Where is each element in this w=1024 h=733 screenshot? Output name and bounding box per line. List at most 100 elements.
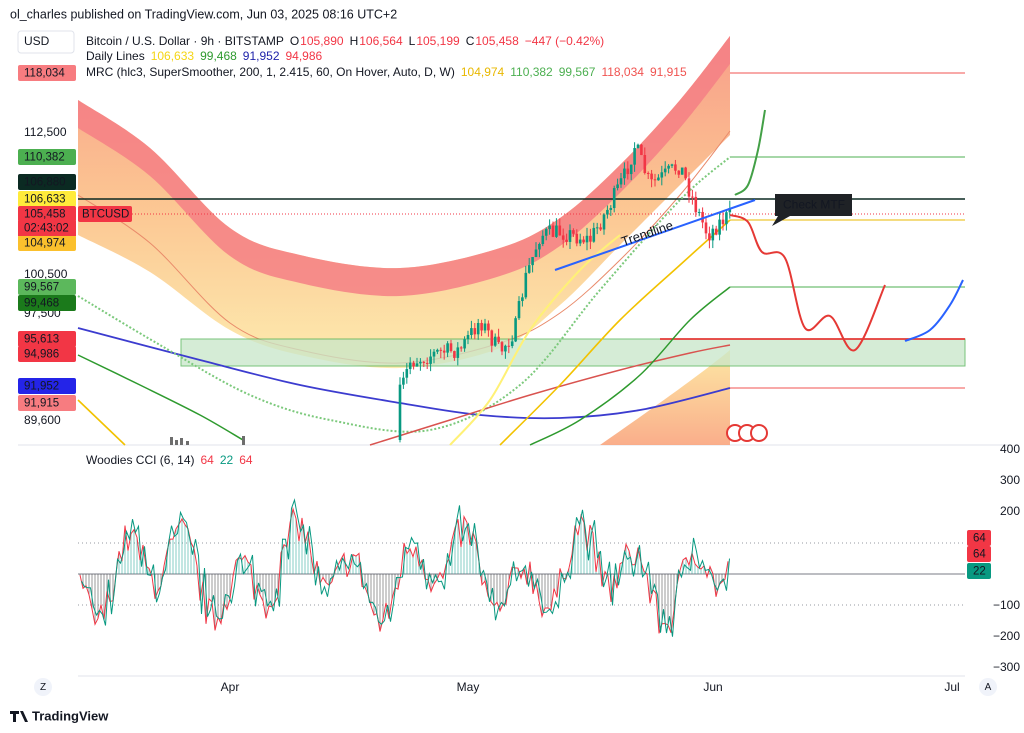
currency[interactable]: USD (24, 34, 50, 48)
price-badge (18, 149, 76, 165)
candle-body (531, 257, 534, 266)
scale-button[interactable]: A (985, 682, 992, 693)
price-badge-label: 91,952 (24, 381, 59, 393)
ma-green-step-left (77, 354, 244, 441)
candle-body (612, 188, 616, 209)
candle-body (541, 235, 545, 245)
price-badge (18, 331, 76, 347)
candle-body (582, 239, 585, 243)
candle-body (480, 322, 483, 331)
volume-bar (175, 440, 178, 445)
price-badge (18, 279, 76, 295)
cci-title: Woodies CCI (6, 14) (86, 453, 195, 467)
candle-body (585, 235, 589, 243)
volume-bar (186, 441, 189, 445)
candle-body (670, 164, 674, 166)
candle-body (439, 349, 443, 351)
legend-item: 94,986 (286, 49, 323, 63)
candle-body (548, 225, 551, 230)
legend-line: Daily Lines 106,633 99,468 91,952 94,986 (86, 49, 323, 63)
candle-body (646, 173, 650, 175)
candle-body (476, 322, 480, 335)
candle-body (398, 384, 402, 440)
candle-body (572, 230, 575, 234)
candle-body (538, 244, 541, 250)
candle-body (619, 178, 623, 185)
candle-body (453, 351, 456, 358)
callout-label: Check MTF (783, 198, 845, 212)
candle-body (565, 239, 568, 242)
candle-body (429, 356, 432, 364)
ma-yellow-left (77, 399, 126, 446)
cci-scale-label: −300 (993, 660, 1020, 674)
price-badge-label: 95,613 (24, 334, 59, 346)
candle-body (725, 212, 728, 225)
symbol-tag-label: BTCUSD (82, 209, 129, 221)
scale-button[interactable]: Z (40, 682, 46, 693)
candle-body (419, 361, 422, 364)
candle-body (490, 330, 494, 346)
price-badge-label: 104,974 (24, 238, 66, 250)
cci-value: 64 (239, 453, 253, 467)
candle-body (510, 341, 514, 347)
candle-body (405, 369, 409, 378)
ma-yellow (499, 219, 731, 446)
candle-body (721, 219, 725, 225)
legend-item: 110,382 (510, 65, 553, 79)
candle-body (527, 265, 531, 273)
projection-green (734, 109, 766, 196)
cci-badge (967, 546, 991, 562)
price-badge-label: 106,880 (24, 177, 66, 189)
candle-body (456, 347, 460, 358)
candle-body (616, 184, 619, 189)
candle-body (473, 328, 477, 335)
candle-body (687, 178, 691, 197)
candle-body (592, 227, 596, 242)
price-scale-label: 100,500 (24, 267, 68, 281)
candle-body (412, 362, 415, 367)
legend-item: 91,952 (243, 49, 280, 63)
candle-body (575, 233, 579, 244)
scale-button-bg[interactable] (34, 678, 52, 696)
chart-drawing (77, 36, 966, 637)
candle-body (425, 362, 429, 364)
cci-value: 64 (201, 453, 215, 467)
scale-button-bg[interactable] (979, 678, 997, 696)
price-badge-label: 91,915 (24, 398, 59, 410)
legend-line: MRC (hlc3, SuperSmoother, 200, 1, 2.415,… (86, 65, 687, 79)
volume-bar (170, 437, 173, 445)
candle-body (402, 377, 405, 385)
candle-body (524, 272, 528, 298)
time-label: Jul (944, 680, 959, 694)
candle-body (633, 148, 636, 165)
price-badge-label: 106,633 (24, 194, 66, 206)
candle-body (606, 209, 609, 215)
candle-body (643, 155, 647, 174)
candle-body (408, 362, 412, 370)
candle-body (449, 343, 453, 352)
legend-item: O (290, 34, 299, 48)
candle-body (680, 167, 684, 175)
price-badge (18, 395, 76, 411)
candle-body (568, 230, 572, 242)
ma-green-step (529, 286, 731, 446)
legend-item: C (466, 34, 475, 48)
candle-body (470, 328, 473, 335)
candle-body (589, 235, 592, 242)
price-scale-label: 89,600 (24, 413, 61, 427)
cci-badge (967, 563, 991, 579)
candle-body (551, 225, 555, 237)
legend-item: 105,458 (475, 34, 519, 48)
footer-logo: TradingView (10, 708, 109, 723)
projection-red (729, 214, 886, 352)
candle-body (629, 164, 633, 175)
price-badge-label: 110,382 (24, 152, 65, 164)
candle-body (463, 339, 466, 349)
time-label: Apr (221, 680, 240, 694)
candle-body (708, 233, 711, 241)
cci-badge (967, 530, 991, 546)
mrc-lower (600, 350, 730, 445)
currency-button[interactable] (17, 30, 75, 54)
candle-body (684, 167, 687, 179)
